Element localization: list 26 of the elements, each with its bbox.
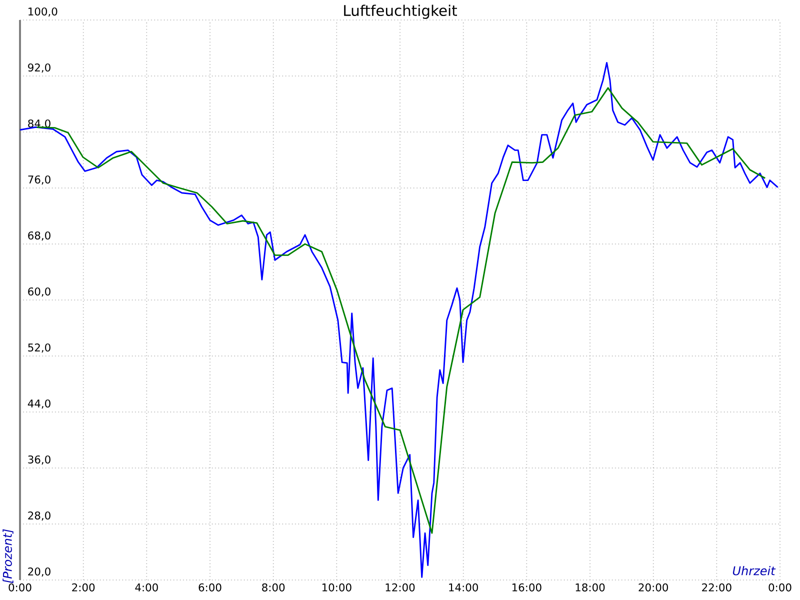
x-tick-label: 10:00	[322, 583, 352, 592]
y-axis-title: [Prozent]	[2, 529, 14, 584]
x-tick-label: 2:00	[72, 583, 95, 592]
x-axis-title: Uhrzeit	[732, 566, 776, 576]
y-tick-label: 100,0	[28, 7, 58, 17]
x-tick-label: 8:00	[262, 583, 285, 592]
y-tick-label: 76,0	[28, 175, 50, 185]
x-tick-label: 22:00	[702, 583, 732, 592]
x-tick-label: 4:00	[135, 583, 158, 592]
x-tick-label: 14:00	[449, 583, 478, 592]
y-tick-label: 20,0	[28, 567, 50, 577]
y-tick-label: 92,0	[28, 63, 50, 73]
y-tick-label: 36,0	[28, 455, 50, 465]
y-tick-label: 44,0	[28, 399, 50, 409]
x-tick-label: 16:00	[512, 583, 542, 592]
y-tick-label: 68,0	[28, 231, 50, 241]
y-tick-label: 28,0	[28, 511, 50, 521]
x-tick-label: 0:00	[8, 583, 32, 592]
x-tick-label: 12:00	[386, 583, 415, 592]
x-tick-label: 0:00	[768, 583, 792, 592]
chart-title: Luftfeuchtigkeit	[344, 4, 457, 19]
y-tick-label: 52,0	[28, 343, 50, 353]
x-tick-label: 20:00	[638, 583, 668, 592]
x-tick-label: 18:00	[576, 583, 605, 592]
y-tick-label: 60,0	[28, 287, 50, 297]
x-tick-label: 6:00	[198, 583, 222, 592]
